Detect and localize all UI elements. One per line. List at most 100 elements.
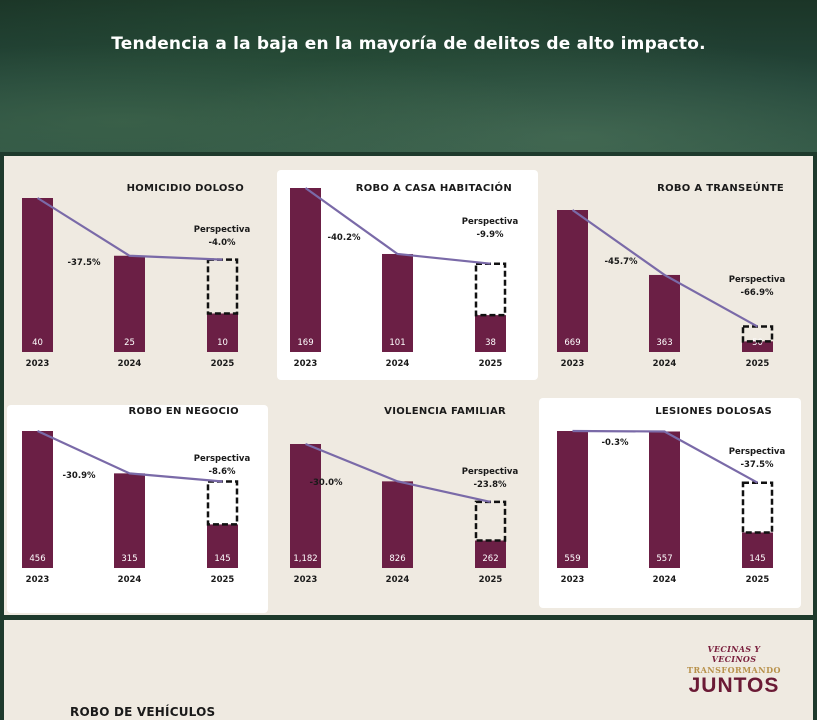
chart-title: ROBO EN NEGOCIO bbox=[129, 406, 239, 417]
projection-box bbox=[206, 480, 239, 526]
bar-value-label: 315 bbox=[121, 554, 137, 564]
trend-line bbox=[36, 197, 223, 261]
x-tick-label: 2024 bbox=[118, 359, 142, 369]
x-tick-label: 2023 bbox=[561, 575, 585, 585]
logo: VECINAS Y VECINOS TRANSFORMANDO JUNTOS bbox=[684, 644, 784, 697]
trend-line bbox=[305, 442, 491, 503]
chart-6: LESIONES DOLOSAS 559 2023 557 2024 145 2025 -0.… bbox=[557, 406, 785, 585]
charts-panel: HOMICIDIO DOLOSO 40 2023 25 2024 10 2025 -37.5%… bbox=[4, 156, 813, 615]
bar-value-label: 456 bbox=[29, 554, 45, 564]
logo-line-1: VECINAS Y VECINOS bbox=[707, 644, 761, 664]
bar-value-label: 557 bbox=[656, 554, 672, 564]
x-tick-label: 2023 bbox=[561, 359, 585, 369]
perspective-change-label: -37.5% bbox=[740, 460, 773, 470]
x-tick-label: 2025 bbox=[746, 359, 770, 369]
bottom-section: VECINAS Y VECINOS TRANSFORMANDO JUNTOS R… bbox=[4, 620, 813, 720]
bar-value-label: 145 bbox=[214, 554, 230, 564]
bar-value-label: 50 bbox=[752, 338, 763, 348]
perspective-label: Perspectiva bbox=[194, 225, 251, 235]
bar-2025 bbox=[207, 524, 238, 568]
chart-2: ROBO A CASA HABITACIÓN 169 2023 101 2024 38 20… bbox=[290, 181, 518, 369]
trend-line bbox=[37, 430, 223, 483]
charts-svg: HOMICIDIO DOLOSO 40 2023 25 2024 10 2025 -37.5%… bbox=[22, 181, 785, 585]
bar-value-label: 669 bbox=[564, 338, 580, 348]
change-label-2024: -40.2% bbox=[327, 233, 360, 243]
x-tick-label: 2025 bbox=[479, 359, 503, 369]
change-label-2024: -37.5% bbox=[67, 258, 100, 268]
trend-line bbox=[572, 429, 759, 484]
x-tick-label: 2025 bbox=[211, 359, 235, 369]
trend-line bbox=[571, 209, 759, 328]
x-tick-label: 2024 bbox=[653, 575, 677, 585]
chart-4: ROBO EN NEGOCIO 456 2023 315 2024 145 2025 -30.… bbox=[22, 406, 250, 585]
perspective-change-label: -66.9% bbox=[740, 288, 773, 298]
bar-2025 bbox=[475, 315, 506, 352]
perspective-change-label: -23.8% bbox=[473, 480, 506, 490]
bar-2024 bbox=[114, 255, 145, 352]
x-tick-label: 2024 bbox=[118, 575, 142, 585]
bar-value-label: 25 bbox=[124, 338, 135, 348]
bar-2025 bbox=[475, 540, 506, 568]
x-tick-label: 2023 bbox=[26, 359, 50, 369]
bar-value-label: 38 bbox=[485, 338, 496, 348]
bar-value-label: 40 bbox=[32, 338, 43, 348]
x-tick-label: 2025 bbox=[211, 575, 235, 585]
perspective-label: Perspectiva bbox=[729, 447, 786, 457]
bar-2024 bbox=[114, 473, 145, 568]
bar-2024 bbox=[382, 481, 413, 568]
x-tick-label: 2025 bbox=[479, 575, 503, 585]
perspective-label: Perspectiva bbox=[462, 217, 519, 227]
page-subtitle: Tendencia a la baja en la mayoría de del… bbox=[111, 34, 706, 54]
bar-2025 bbox=[742, 341, 773, 352]
chart-title: LESIONES DOLOSAS bbox=[655, 406, 772, 417]
x-tick-label: 2024 bbox=[653, 359, 677, 369]
bar-value-label: 10 bbox=[217, 338, 228, 348]
x-tick-label: 2024 bbox=[386, 359, 410, 369]
chart-5: VIOLENCIA FAMILIAR 1,182 2023 826 2024 262 202… bbox=[290, 406, 518, 585]
bar-value-label: 363 bbox=[656, 338, 672, 348]
bar-2023 bbox=[290, 444, 321, 568]
change-label-2024: -0.3% bbox=[601, 438, 629, 448]
bar-value-label: 826 bbox=[389, 554, 405, 564]
perspective-label: Perspectiva bbox=[729, 275, 786, 285]
change-label-2024: -30.9% bbox=[62, 471, 95, 481]
x-tick-label: 2024 bbox=[386, 575, 410, 585]
perspective-change-label: -8.6% bbox=[208, 467, 236, 477]
bar-2024 bbox=[649, 274, 680, 352]
chart-title: ROBO A TRANSEÚNTE bbox=[657, 181, 784, 194]
bar-value-label: 169 bbox=[297, 338, 313, 348]
projection-box bbox=[474, 262, 507, 317]
bar-2025 bbox=[207, 313, 238, 352]
chart-1: HOMICIDIO DOLOSO 40 2023 25 2024 10 2025 -37.5%… bbox=[22, 183, 250, 369]
projection-box bbox=[474, 500, 507, 542]
chart-3: ROBO A TRANSEÚNTE 669 2023 363 2024 50 2025 -45… bbox=[557, 181, 785, 369]
change-label-2024: -30.0% bbox=[309, 478, 342, 488]
bar-2023 bbox=[22, 198, 53, 352]
chart-title: VIOLENCIA FAMILIAR bbox=[384, 406, 506, 417]
bar-value-label: 145 bbox=[749, 554, 765, 564]
bar-value-label: 1,182 bbox=[293, 554, 317, 564]
change-label-2024: -45.7% bbox=[604, 257, 637, 267]
x-tick-label: 2023 bbox=[294, 575, 318, 585]
perspective-change-label: -9.9% bbox=[476, 230, 504, 240]
header-banner: Tendencia a la baja en la mayoría de del… bbox=[0, 0, 817, 152]
bar-2025 bbox=[742, 532, 773, 568]
bar-2023 bbox=[557, 431, 588, 568]
bar-2024 bbox=[649, 431, 680, 568]
perspective-change-label: -4.0% bbox=[208, 238, 236, 248]
bar-value-label: 559 bbox=[564, 554, 580, 564]
x-tick-label: 2023 bbox=[26, 575, 50, 585]
projection-box bbox=[206, 258, 239, 315]
bar-2024 bbox=[382, 253, 413, 352]
projection-box bbox=[741, 481, 774, 534]
next-chart-title: ROBO DE VEHÍCULOS bbox=[70, 705, 216, 719]
bar-2023 bbox=[22, 431, 53, 568]
bar-value-label: 101 bbox=[389, 338, 405, 348]
bar-value-label: 262 bbox=[482, 554, 498, 564]
x-tick-label: 2025 bbox=[746, 575, 770, 585]
bar-2023 bbox=[290, 188, 321, 352]
trend-line bbox=[304, 187, 491, 265]
bar-2023 bbox=[557, 210, 588, 352]
perspective-label: Perspectiva bbox=[194, 454, 251, 464]
chart-title: HOMICIDIO DOLOSO bbox=[127, 183, 244, 194]
